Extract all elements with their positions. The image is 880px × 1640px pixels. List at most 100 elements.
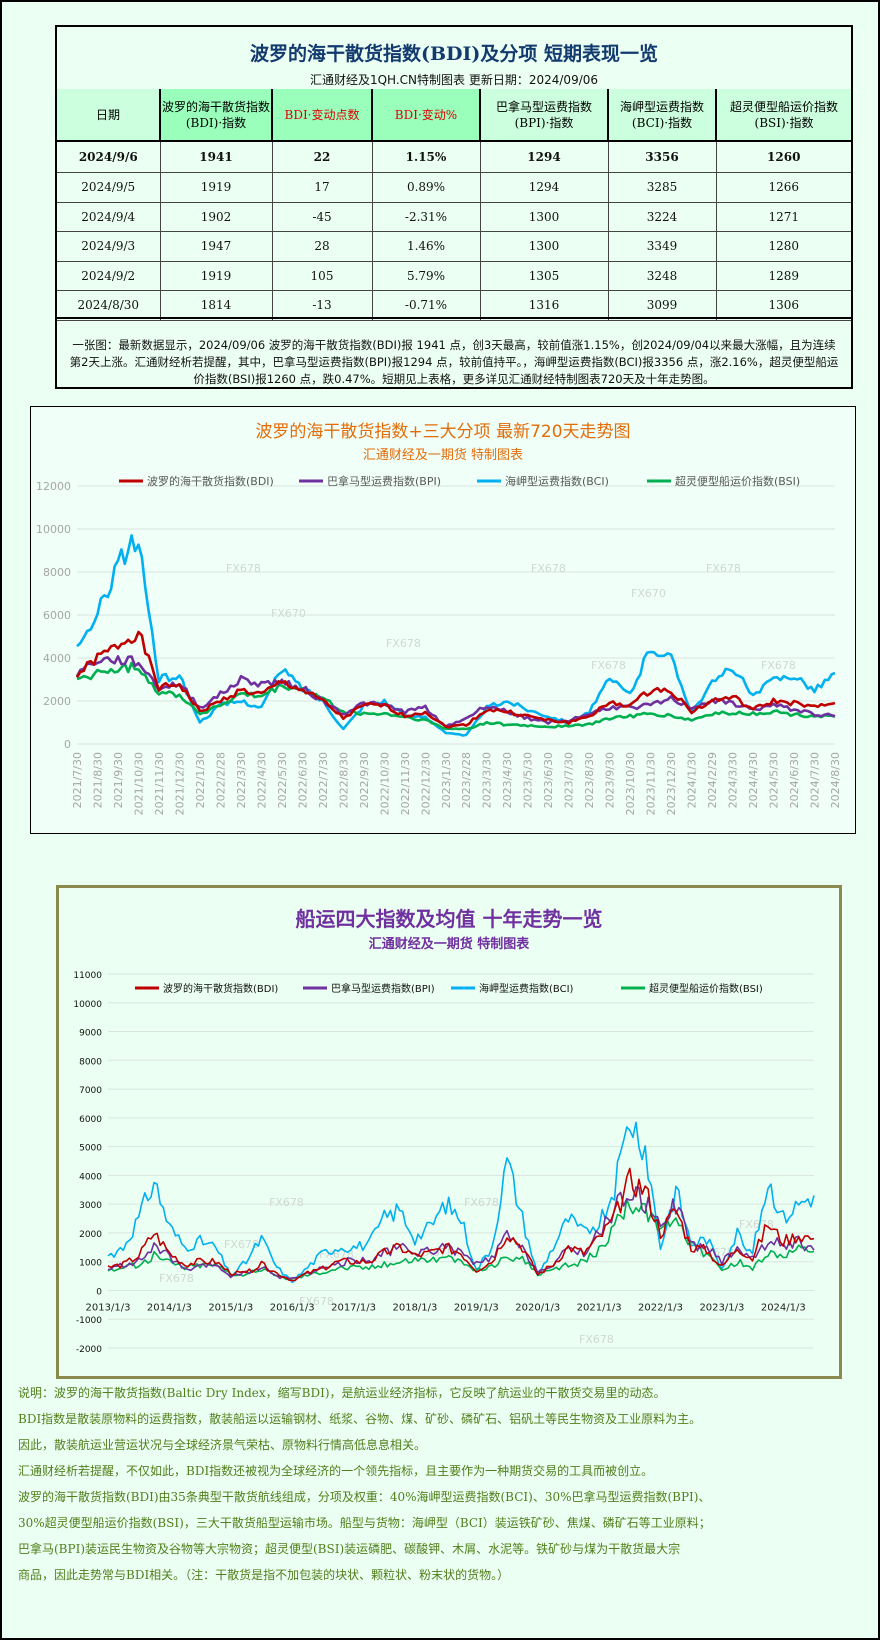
watermark: FX678	[226, 562, 261, 575]
table-header-row: 日期 波罗的海干散货指数 (BDI)·指数 BDI·变动点数 BDI·变动% 巴拿…	[57, 89, 851, 142]
y-tick-label: 6000	[43, 609, 71, 622]
cell-bci: 3224	[608, 202, 717, 232]
cell-date: 2024/9/6	[57, 141, 161, 173]
cell-change: -13	[272, 290, 373, 321]
cell-bci: 3285	[608, 172, 717, 203]
x-tick-label: 2022/1/30	[194, 752, 207, 808]
table-subtitle: 汇通财经及1QH.CN特制图表 更新日期：2024/09/06	[309, 73, 599, 87]
legend-label-bdi: 波罗的海干散货指数(BDI)	[163, 982, 278, 995]
cell-change: 28	[272, 231, 373, 262]
watermark: FX678	[761, 659, 796, 672]
watermark: FX678	[706, 562, 741, 575]
x-tick-label: 2022/6/30	[296, 752, 309, 808]
watermark: FX678	[464, 1196, 499, 1209]
x-tick-label: 2020/1/3	[515, 1302, 560, 1313]
x-tick-label: 2022/10/30	[378, 752, 391, 815]
header-date-label: 日期	[95, 107, 120, 122]
x-tick-label: 2023/12/30	[665, 752, 678, 815]
y-tick-label: 6000	[79, 1115, 102, 1125]
x-tick-label: 2023/9/30	[604, 752, 617, 808]
cell-bci: 3349	[608, 231, 717, 262]
header-bsi: 超灵便型船运价指数 (BSI)·指数	[716, 89, 851, 142]
watermark: FX678	[159, 1272, 194, 1285]
y-tick-label: 0	[64, 738, 71, 751]
header-bpi-line1: 巴拿马型运费指数	[495, 99, 592, 114]
cell-change: -45	[272, 202, 373, 232]
x-tick-label: 2024/4/30	[747, 752, 760, 808]
x-tick-label: 2018/1/3	[392, 1302, 437, 1313]
y-tick-label: 9000	[79, 1029, 102, 1039]
series-line-bsi	[76, 661, 836, 731]
cell-change-pct: 1.15%	[372, 141, 481, 173]
bdi-summary-table-panel: 波罗的海干散货指数(BDI)及分项 短期表现一览 汇通财经及1QH.CN特制图表…	[55, 25, 853, 389]
x-tick-label: 2024/8/30	[829, 752, 842, 808]
cell-bsi: 1280	[716, 231, 851, 262]
x-tick-label: 2013/1/3	[86, 1302, 131, 1313]
x-tick-label: 2021/12/30	[173, 752, 186, 815]
cell-bpi: 1300	[480, 231, 609, 262]
x-tick-label: 2023/2/28	[460, 752, 473, 808]
legend-label-bdi: 波罗的海干散货指数(BDI)	[147, 474, 274, 488]
y-tick-label: 4000	[43, 652, 71, 665]
x-tick-label: 2023/3/30	[481, 752, 494, 808]
header-pct-label: BDI·变动%	[394, 107, 458, 122]
table-row: 2024/8/30 1814 -13 -0.71% 1316 3099 1306	[57, 290, 851, 321]
x-tick-label: 2023/7/30	[563, 752, 576, 808]
series-line-bci	[76, 534, 836, 737]
x-tick-label: 2022/9/30	[358, 752, 371, 808]
x-tick-label: 2023/6/30	[542, 752, 555, 808]
cell-bdi: 1902	[160, 202, 273, 232]
x-tick-label: 2022/1/3	[638, 1302, 683, 1313]
x-tick-label: 2021/7/30	[71, 752, 84, 808]
x-tick-label: 2024/1/3	[761, 1302, 806, 1313]
cell-date: 2024/9/2	[57, 261, 161, 291]
watermark: FX670	[271, 607, 306, 620]
x-tick-label: 2021/11/30	[153, 752, 166, 815]
x-tick-label: 2022/11/30	[399, 752, 412, 815]
cell-change-pct: 1.46%	[372, 231, 481, 262]
chart-title: 船运四大指数及均值 十年走势一览	[296, 907, 603, 931]
y-tick-label: -1000	[76, 1316, 102, 1326]
watermark: FX670	[631, 587, 666, 600]
x-tick-label: 2017/1/3	[331, 1302, 376, 1313]
cell-bsi: 1289	[716, 261, 851, 291]
x-tick-label: 2021/9/30	[112, 752, 125, 808]
header-bci-line1: 海岬型运费指数	[619, 99, 704, 114]
cell-bpi: 1305	[480, 261, 609, 291]
cell-bci: 3099	[608, 290, 717, 321]
note-line: 因此，散装航运业营运状况与全球经济景气荣枯、原物料行情高低息息相关。	[18, 1438, 427, 1452]
notes-section: 说明：波罗的海干散货指数(Baltic Dry Index，缩写BDI)，是航运…	[18, 1383, 711, 1591]
chart-title: 波罗的海干散货指数+三大分项 最新720天走势图	[255, 422, 630, 442]
watermark: FX678	[739, 1218, 774, 1231]
cell-bsi: 1271	[716, 202, 851, 232]
series-line-bdi	[107, 1167, 815, 1282]
x-tick-label: 2023/1/30	[440, 752, 453, 808]
x-tick-label: 2024/5/30	[768, 752, 781, 808]
y-tick-label: 3000	[79, 1201, 102, 1211]
x-tick-label: 2024/7/30	[809, 752, 822, 808]
legend-label-bci: 海岬型运费指数(BCI)	[505, 474, 609, 488]
cell-date: 2024/9/5	[57, 172, 161, 203]
cell-change-pct: -2.31%	[372, 202, 481, 232]
x-tick-label: 2023/10/30	[624, 752, 637, 815]
x-tick-label: 2015/1/3	[208, 1302, 253, 1313]
header-date: 日期	[57, 89, 161, 142]
y-tick-label: 7000	[79, 1086, 102, 1096]
watermark: FX678	[579, 1333, 614, 1346]
table-row: 2024/9/3 1947 28 1.46% 1300 3349 1280	[57, 231, 851, 262]
cell-bsi: 1306	[716, 290, 851, 321]
header-bdi-change-pct: BDI·变动%	[372, 89, 481, 142]
table-row: 2024/9/5 1919 17 0.89% 1294 3285 1266	[57, 172, 851, 203]
header-bci: 海岬型运费指数 (BCI)·指数	[608, 89, 717, 142]
cell-bsi: 1266	[716, 172, 851, 203]
header-bci-line2: (BCI)·指数	[631, 115, 693, 130]
y-tick-label: 11000	[73, 971, 102, 981]
cell-bdi: 1919	[160, 172, 273, 203]
watermark: FX678	[224, 1238, 259, 1251]
cell-change: 22	[272, 141, 373, 173]
x-tick-label: 2021/8/30	[91, 752, 104, 808]
note-line: 波罗的海干散货指数(BDI)由35条典型干散货航线组成，分项及权重：40%海岬型…	[18, 1490, 711, 1504]
x-tick-label: 2021/1/3	[577, 1302, 622, 1313]
